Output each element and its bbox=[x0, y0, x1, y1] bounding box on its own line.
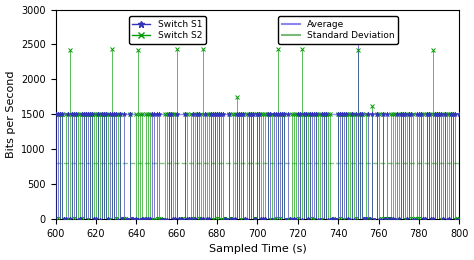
X-axis label: Sampled Time (s): Sampled Time (s) bbox=[209, 244, 306, 255]
Legend: Average, Standard Deviation: Average, Standard Deviation bbox=[278, 16, 398, 44]
Y-axis label: Bits per Second: Bits per Second bbox=[6, 71, 16, 158]
